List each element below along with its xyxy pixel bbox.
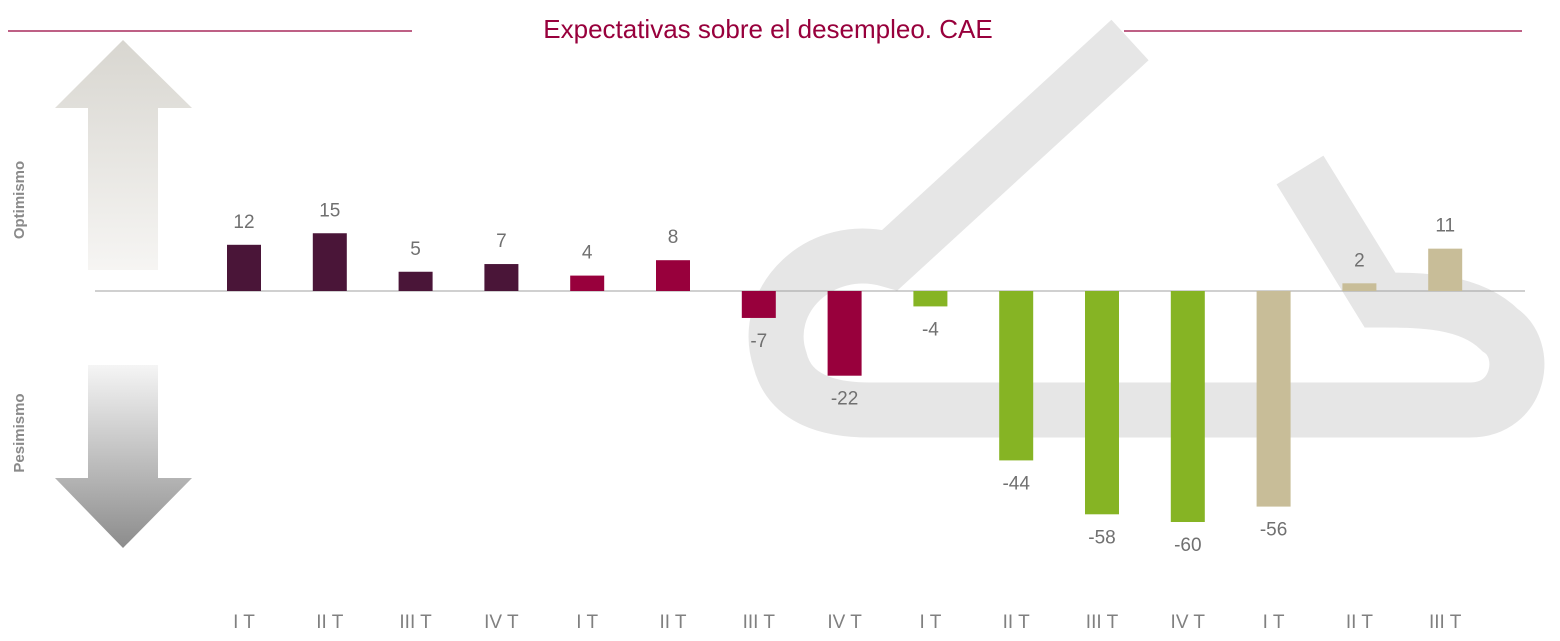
bar: [484, 264, 518, 291]
data-label: -60: [1174, 535, 1201, 556]
data-label: -22: [831, 389, 858, 410]
x-tick-label: II T: [659, 612, 686, 633]
chart-title: Expectativas sobre el desempleo. CAE: [543, 14, 992, 44]
background-cloud: [776, 40, 1517, 410]
data-label: -44: [1002, 473, 1030, 494]
data-label: 11: [1435, 216, 1455, 237]
x-tick-label: I T: [233, 612, 255, 633]
data-label: -4: [922, 319, 939, 340]
x-tick-label: I T: [1263, 612, 1285, 633]
chart: Expectativas sobre el desempleo. CAE Opt…: [0, 0, 1560, 636]
x-tick-label: III T: [743, 612, 776, 633]
bar: [570, 276, 604, 291]
arrow-up: [55, 40, 192, 270]
arrow-down: [55, 365, 192, 548]
bar: [742, 291, 776, 318]
data-label: -7: [750, 331, 767, 352]
data-label: 2: [1354, 250, 1365, 271]
bar: [1085, 291, 1119, 514]
x-tick-label: II T: [1346, 612, 1373, 633]
bar: [913, 291, 947, 306]
bar: [828, 291, 862, 376]
x-tick-label: I T: [576, 612, 598, 633]
data-label: -56: [1260, 520, 1287, 541]
bar: [227, 245, 261, 291]
x-tick-label: IV T: [1171, 612, 1206, 633]
data-label: 8: [668, 227, 679, 248]
x-tick-label: IV T: [484, 612, 519, 633]
x-tick-label: III T: [1086, 612, 1119, 633]
axis-label-top: Optimismo: [11, 161, 28, 239]
data-label: -58: [1088, 527, 1115, 548]
bar: [999, 291, 1033, 460]
data-label: 5: [410, 239, 421, 260]
bar: [1257, 291, 1291, 507]
axis-label-bottom: Pesimismo: [11, 393, 28, 472]
bar: [313, 233, 347, 291]
x-tick-label: II T: [316, 612, 343, 633]
data-label: 12: [233, 212, 254, 233]
data-label: 15: [319, 200, 340, 221]
bar: [656, 260, 690, 291]
data-label: 7: [496, 231, 507, 252]
x-tick-label: IV T: [827, 612, 862, 633]
x-tick-label: I T: [919, 612, 941, 633]
bar: [399, 272, 433, 291]
bar: [1171, 291, 1205, 522]
data-label: 4: [582, 243, 593, 264]
x-tick-label: III T: [399, 612, 432, 633]
x-tick-label: II T: [1003, 612, 1030, 633]
x-tick-label: III T: [1429, 612, 1462, 633]
bar: [1428, 249, 1462, 291]
bar: [1342, 283, 1376, 291]
